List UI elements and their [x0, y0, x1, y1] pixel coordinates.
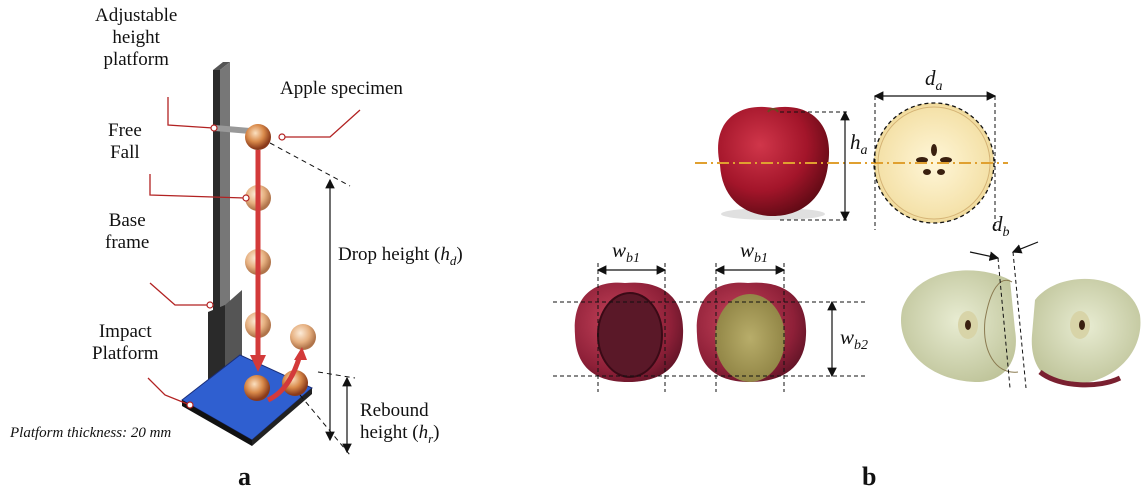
wb1-right-var: w — [740, 238, 755, 262]
rebound-text: height ( — [360, 422, 419, 443]
sliced-apple — [873, 102, 995, 224]
free-fall-label: Free Fall — [108, 120, 142, 164]
bruised-apple-left — [574, 282, 684, 382]
drop-height-label: Drop height (hd) — [338, 244, 463, 272]
falling-specimens — [244, 124, 316, 401]
bruised-apple-right — [696, 282, 807, 382]
wb2-sub: b2 — [854, 338, 869, 354]
wb1-left-var: w — [612, 238, 627, 262]
adjustable-platform-line1: Adjustable — [95, 5, 178, 26]
base-frame-line1: Base — [108, 210, 146, 231]
da-var: d — [925, 66, 936, 90]
ha-label: ha — [850, 130, 868, 159]
free-fall-line2: Fall — [110, 142, 140, 163]
impact-platform-label: Impact Platform — [92, 321, 159, 365]
wb1-left-sub: b1 — [626, 251, 641, 267]
ha-var: h — [850, 130, 861, 154]
impact-platform-line2: Platform — [92, 343, 159, 364]
wb1-right-label: wb1 — [740, 238, 768, 267]
halved-apple — [900, 270, 1141, 388]
db-label: db — [992, 212, 1010, 241]
ha-sub: a — [860, 143, 868, 159]
adjustable-platform-line2: height — [112, 27, 160, 48]
drop-height-sub: d — [449, 252, 457, 268]
wb1-left-label: wb1 — [612, 238, 640, 267]
whole-apple — [718, 106, 830, 220]
drop-height-text: Drop height ( — [338, 244, 441, 265]
wb2-var: w — [840, 325, 855, 349]
rebound-var: h — [418, 422, 429, 443]
rebound-height-label: Rebound height (hr) — [360, 400, 439, 450]
panel-label-b: b — [862, 462, 877, 491]
base-frame-label: Base frame — [105, 210, 149, 254]
da-sub: a — [935, 79, 943, 95]
drop-rig — [181, 62, 313, 446]
drop-height-var: h — [440, 244, 450, 265]
wb2-label: wb2 — [840, 325, 868, 354]
leader-lines — [147, 97, 361, 406]
drop-height-close: ) — [456, 244, 463, 265]
wb1-right-sub: b1 — [754, 251, 769, 267]
rebound-arrow — [266, 354, 303, 403]
adjustable-platform-label: Adjustable height platform — [95, 5, 177, 71]
rebound-close: ) — [433, 422, 440, 443]
platform-thickness-note: Platform thickness: 20 mm — [10, 425, 172, 441]
rebound-line1: Rebound — [360, 400, 429, 421]
free-fall-line1: Free — [108, 120, 142, 141]
adjustable-platform-line3: platform — [103, 49, 169, 70]
rebound-sub: r — [428, 430, 434, 446]
impact-platform-line1: Impact — [98, 321, 152, 342]
da-label: da — [925, 66, 943, 95]
apple-specimen-label: Apple specimen — [280, 78, 403, 99]
db-var: d — [992, 212, 1003, 236]
db-sub: b — [1002, 225, 1010, 241]
apple-specimen-top — [245, 124, 271, 150]
panel-label-a: a — [238, 462, 251, 491]
base-frame-line2: frame — [105, 232, 150, 253]
